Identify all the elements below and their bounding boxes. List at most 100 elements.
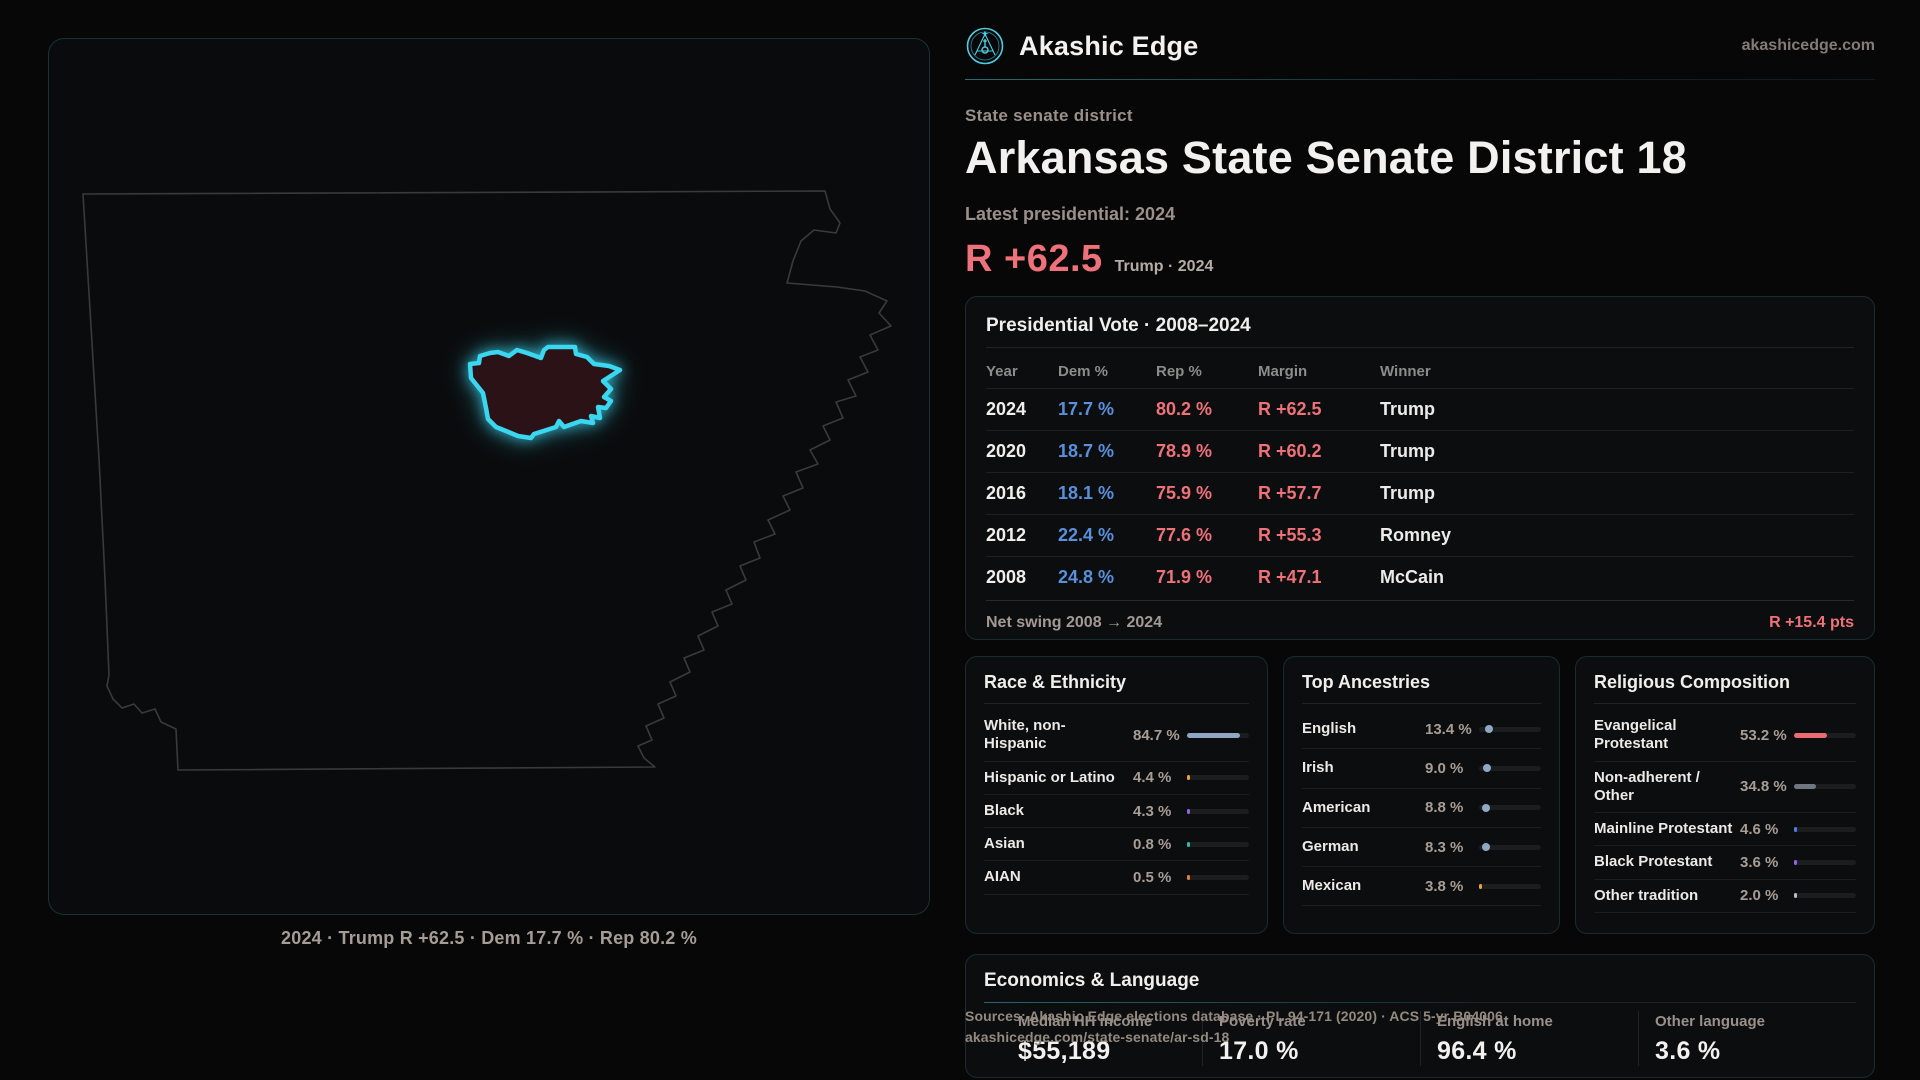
dem-cell: 24.8 % <box>1058 567 1115 587</box>
stat-value: 0.8 % <box>1133 835 1172 853</box>
stat-median-income: Median HH income $55,189 <box>984 1011 1202 1066</box>
senate-district-18-shape[interactable] <box>467 344 623 441</box>
stat-label: Black <box>984 801 1025 819</box>
stat-label: AIAN <box>984 868 1021 886</box>
col-rep: Rep % <box>1156 362 1202 380</box>
stat-value: 17.0 % <box>1219 1037 1299 1065</box>
stat-value: 13.4 % <box>1425 720 1472 738</box>
winner-cell: Trump <box>1380 483 1436 503</box>
stat-value: 53.2 % <box>1740 726 1787 744</box>
col-year: Year <box>986 362 1018 380</box>
rep-cell: 77.6 % <box>1156 525 1213 545</box>
economics-panel-title: Economics & Language <box>984 970 1200 991</box>
brand-domain-link[interactable]: akashicedge.com <box>1741 37 1875 54</box>
headline-margin-context: Trump · 2024 <box>1114 258 1214 275</box>
margin-cell: R +55.3 <box>1258 525 1322 545</box>
stat-row: American 8.8 % <box>1302 789 1541 828</box>
stat-bar <box>1479 725 1541 734</box>
stat-poverty-rate: Poverty rate 17.0 % <box>1202 1011 1420 1066</box>
stat-value: 8.8 % <box>1425 799 1464 817</box>
akashic-edge-logo-icon[interactable] <box>965 26 1005 66</box>
rep-cell: 75.9 % <box>1156 483 1213 503</box>
stat-bar <box>1187 841 1249 847</box>
stat-bar <box>1479 803 1541 812</box>
arkansas-map <box>82 190 892 771</box>
stat-row: AIAN 0.5 % <box>984 861 1249 895</box>
table-row: 2016 18.1 % 75.9 % R +57.7 Trump <box>986 472 1854 514</box>
permalink-url[interactable]: akashicedge.com/state-senate/ar-sd-18 <box>965 1029 1230 1045</box>
stat-bar <box>1187 875 1249 881</box>
stat-label: American <box>1302 798 1371 816</box>
page-title: Arkansas State Senate District 18 <box>965 132 1687 183</box>
table-row: 2008 24.8 % 71.9 % R +47.1 McCain <box>986 556 1854 598</box>
col-dem: Dem % <box>1058 362 1109 380</box>
stat-label: Evangelical Protestant <box>1594 717 1677 753</box>
divider <box>986 347 1854 348</box>
religious-composition-panel: Religious Composition Evangelical Protes… <box>1575 656 1875 934</box>
stat-value: 96.4 % <box>1437 1037 1517 1065</box>
stat-row: Other tradition 2.0 % <box>1594 880 1856 914</box>
stat-label: White, non-Hispanic <box>984 717 1066 753</box>
stat-value: 3.6 % <box>1655 1037 1721 1065</box>
stat-row: Black 4.3 % <box>984 795 1249 829</box>
brand-name: Akashic Edge <box>1019 30 1199 61</box>
table-row: 2012 22.4 % 77.6 % R +55.3 Romney <box>986 514 1854 556</box>
year-cell: 2020 <box>986 441 1027 461</box>
stat-row: Mexican 3.8 % <box>1302 867 1541 907</box>
top-ancestries-panel: Top Ancestries English 13.4 % Irish 9.0 … <box>1283 656 1560 934</box>
arkansas-state-outline <box>82 190 892 771</box>
stat-label: Irish <box>1302 759 1334 777</box>
ancestries-panel-title: Top Ancestries <box>1302 672 1431 692</box>
stat-label: Other tradition <box>1594 886 1699 904</box>
stat-value: 8.3 % <box>1425 838 1464 856</box>
stat-value: 2.0 % <box>1740 887 1779 905</box>
year-cell: 2016 <box>986 483 1027 503</box>
table-row: 2020 18.7 % 78.9 % R +60.2 Trump <box>986 430 1854 472</box>
stat-value: $55,189 <box>1018 1037 1111 1065</box>
stat-row: Evangelical Protestant 53.2 % <box>1594 710 1856 762</box>
stat-row: Black Protestant 3.6 % <box>1594 846 1856 880</box>
stat-row: English 13.4 % <box>1302 710 1541 750</box>
presidential-vote-panel: Presidential Vote · 2008–2024 Year Dem %… <box>965 296 1875 640</box>
divider <box>1594 703 1856 704</box>
dem-cell: 18.7 % <box>1058 441 1115 461</box>
stat-label: German <box>1302 837 1359 855</box>
winner-cell: McCain <box>1380 567 1445 587</box>
stat-other-language: Other language 3.6 % <box>1638 1011 1856 1066</box>
stat-english-at-home: English at home 96.4 % <box>1420 1011 1638 1066</box>
stat-bar <box>1479 883 1541 889</box>
stat-label: Poverty rate <box>1219 1013 1306 1030</box>
headline-margin-value: R +62.5 <box>965 238 1103 280</box>
stat-value: 0.5 % <box>1133 869 1172 887</box>
rep-cell: 80.2 % <box>1156 399 1213 419</box>
presidential-vote-title: Presidential Vote · 2008–2024 <box>986 315 1251 336</box>
stat-row: Mainline Protestant 4.6 % <box>1594 813 1856 847</box>
stat-label: Median HH income <box>1018 1013 1153 1030</box>
detail-column: Akashic Edge akashicedge.com State senat… <box>965 0 1875 1080</box>
stat-bar <box>1794 732 1856 738</box>
stat-bar <box>1794 826 1856 832</box>
stat-value: 4.6 % <box>1740 820 1779 838</box>
table-row: 2024 17.7 % 80.2 % R +62.5 Trump <box>986 388 1854 430</box>
col-margin: Margin <box>1258 362 1308 380</box>
stat-label: Mainline Protestant <box>1594 820 1733 838</box>
headline-margin-row: R +62.5 Trump · 2024 <box>965 238 1213 281</box>
stat-bar <box>1794 860 1856 866</box>
permalink-line: akashicedge.com/state-senate/ar-sd-18 <box>965 1027 1503 1048</box>
margin-cell: R +47.1 <box>1258 567 1322 587</box>
margin-cell: R +62.5 <box>1258 399 1322 419</box>
stat-label: Other language <box>1655 1013 1766 1030</box>
stat-bar <box>1187 732 1249 738</box>
stat-value: 84.7 % <box>1133 726 1180 744</box>
demographic-panels-row: Race & Ethnicity White, non-Hispanic 84.… <box>965 656 1875 934</box>
winner-cell: Romney <box>1380 525 1452 545</box>
stat-bar <box>1794 893 1856 899</box>
stat-bar <box>1187 808 1249 814</box>
col-winner: Winner <box>1380 362 1431 380</box>
header-divider <box>965 79 1875 80</box>
stat-row: White, non-Hispanic 84.7 % <box>984 710 1249 762</box>
stat-value: 4.4 % <box>1133 769 1172 787</box>
stat-bar <box>1479 764 1541 773</box>
stat-value: 4.3 % <box>1133 802 1172 820</box>
stat-row: Hispanic or Latino 4.4 % <box>984 762 1249 795</box>
